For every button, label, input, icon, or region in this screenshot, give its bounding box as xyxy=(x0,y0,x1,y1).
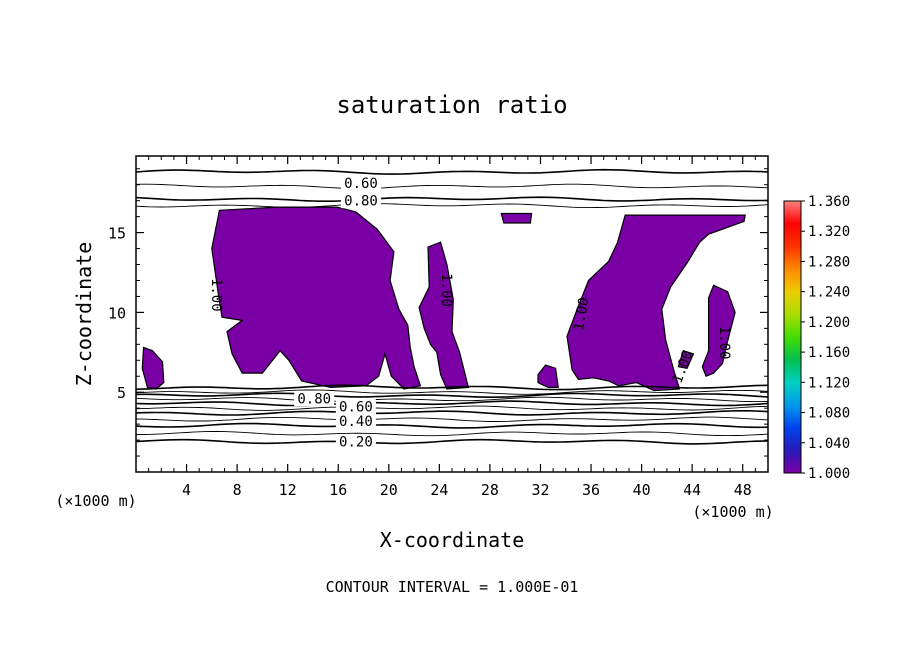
x-tick-label: 44 xyxy=(683,481,701,499)
contour-label-bg xyxy=(335,434,376,450)
x-tick-label: 40 xyxy=(633,481,651,499)
contour-label: 1.00 xyxy=(716,326,732,360)
y-axis-unit: (×1000 m) xyxy=(55,492,136,510)
contour-label: 0.60 xyxy=(344,176,378,192)
colorbar-labels: 1.360 1.320 1.280 1.240 1.200 1.160 1.120 1.080… xyxy=(801,194,850,482)
contour-line-11 xyxy=(136,410,768,416)
contour-label: 1.00 xyxy=(208,278,224,312)
contour-line-8 xyxy=(136,396,768,403)
saturation-region-5 xyxy=(566,214,746,392)
chart-title: saturation ratio xyxy=(336,91,567,119)
contour-line-9 xyxy=(136,400,768,407)
y-tick-label: 15 xyxy=(108,225,126,243)
x-axis-label: X-coordinate xyxy=(380,528,525,552)
contour-label-group-1: 0.60 xyxy=(341,175,381,192)
colorbar-label: 1.200 xyxy=(808,315,850,331)
colorbar-label: 1.040 xyxy=(808,436,850,452)
contour-label: 1.00 xyxy=(438,273,454,307)
colorbar-label: 1.320 xyxy=(808,224,850,240)
x-tick-label: 24 xyxy=(430,481,448,499)
contour-line-12 xyxy=(136,416,768,422)
contour-label-bg xyxy=(294,391,335,407)
contour-label-bg xyxy=(335,399,376,415)
saturation-region-2 xyxy=(211,206,422,390)
y-tick-label: 10 xyxy=(108,304,126,322)
x-tick-label: 16 xyxy=(329,481,347,499)
contour-line-1 xyxy=(136,168,768,175)
x-tick-label: 28 xyxy=(481,481,499,499)
colorbar-label: 1.080 xyxy=(808,406,850,422)
saturation-fill-regions xyxy=(141,206,746,392)
contour-line-6 xyxy=(136,389,768,395)
colorbar-label: 1.120 xyxy=(808,375,850,391)
contour-interval-note: CONTOUR INTERVAL = 1.000E-01 xyxy=(326,578,579,596)
x-tick-label: 8 xyxy=(233,481,242,499)
colorbar-gradient xyxy=(783,200,802,474)
contour-label: 0.40 xyxy=(339,414,373,430)
colorbar-label: 1.160 xyxy=(808,345,850,361)
y-tick-label: 5 xyxy=(117,384,126,402)
contour-label: 0.80 xyxy=(297,392,331,408)
colorbar-label: 1.280 xyxy=(808,254,850,270)
contour-label-bg xyxy=(341,193,381,209)
contour-label-group-2: 0.80 xyxy=(341,193,381,210)
contour-label-group-8: 1.00 xyxy=(438,273,454,307)
contour-label: 0.80 xyxy=(344,194,378,210)
saturation-region-8 xyxy=(537,364,559,388)
contour-line-4 xyxy=(136,203,768,209)
contour-lines xyxy=(136,168,768,445)
colorbar-label: 1.000 xyxy=(808,466,850,482)
colorbar xyxy=(783,200,802,474)
contour-label-bg xyxy=(341,175,381,191)
x-tick-label: 20 xyxy=(380,481,398,499)
contour-line-7 xyxy=(136,392,768,398)
colorbar-label: 1.240 xyxy=(808,285,850,301)
contour-label-group-5: 0.40 xyxy=(335,413,376,430)
contour-label-bg xyxy=(335,413,376,429)
x-tick-label: 4 xyxy=(182,481,191,499)
contour-line-2 xyxy=(136,183,768,190)
contour-line-13 xyxy=(136,422,768,429)
x-tick-label: 36 xyxy=(582,481,600,499)
saturation-region-3 xyxy=(418,241,470,390)
saturation-region-1 xyxy=(141,346,165,390)
contour-label: 1.00 xyxy=(571,296,593,332)
contour-label-group-7: 1.00 xyxy=(208,278,224,312)
x-tick-label: 12 xyxy=(279,481,297,499)
saturation-region-4 xyxy=(500,212,533,224)
saturation-region-6 xyxy=(677,349,695,369)
contour-label-group-11: 1.00 xyxy=(670,348,697,385)
contour-label-group-9: 1.00 xyxy=(571,296,593,332)
x-tick-label: 32 xyxy=(531,481,549,499)
y-axis-ticks: 5 10 15 xyxy=(108,168,768,457)
contour-label: 0.20 xyxy=(339,435,373,451)
contour-label-group-6: 0.20 xyxy=(335,434,376,451)
contour-line-10 xyxy=(136,405,768,411)
contour-label-group-3: 0.80 xyxy=(294,391,335,408)
x-axis-unit: (×1000 m) xyxy=(692,503,773,521)
colorbar-label: 1.360 xyxy=(808,194,850,210)
contour-line-15 xyxy=(136,438,768,445)
x-tick-label: 48 xyxy=(734,481,752,499)
contour-line-5 xyxy=(136,384,768,391)
contour-line-3 xyxy=(136,196,768,202)
contour-label: 1.00 xyxy=(670,348,697,385)
contour-label-group-4: 0.60 xyxy=(335,399,376,416)
contour-line-14 xyxy=(136,431,768,437)
x-axis-ticks: 4 8 12 16 20 24 28 32 36 40 44 48 xyxy=(148,156,756,499)
contour-label: 0.60 xyxy=(339,400,373,416)
saturation-region-7 xyxy=(701,284,736,377)
contour-label-group-10: 1.00 xyxy=(716,326,732,360)
y-axis-label: Z-coordinate xyxy=(72,242,96,387)
